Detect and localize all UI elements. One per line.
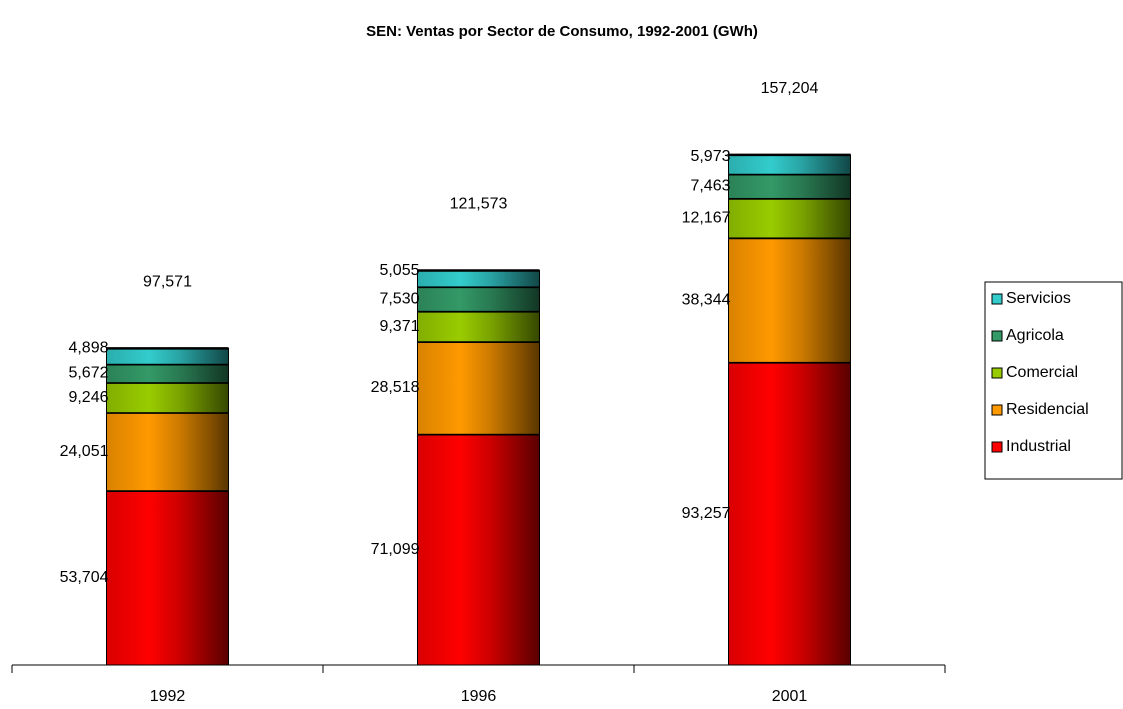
- bar-segment: [417, 269, 540, 288]
- x-tick-label: 2001: [772, 688, 808, 705]
- bar-segment: [728, 361, 851, 666]
- legend-label: Agricola: [1006, 327, 1064, 344]
- x-tick-label: 1996: [461, 688, 497, 705]
- data-label: 7,463: [690, 178, 730, 195]
- legend-swatch: [991, 293, 1003, 305]
- data-label: 38,344: [682, 291, 731, 308]
- bar-segment: [417, 310, 540, 343]
- bar-segment: [417, 433, 540, 666]
- data-label: 93,257: [682, 505, 731, 522]
- bar-segment: [106, 363, 229, 384]
- data-label: 5,055: [379, 262, 419, 279]
- data-label: 7,530: [379, 290, 419, 307]
- bar-segment: [106, 347, 229, 365]
- data-label: 28,518: [371, 379, 420, 396]
- legend-label: Comercial: [1006, 364, 1078, 381]
- data-label: 71,099: [371, 541, 420, 558]
- legend-label: Servicios: [1006, 290, 1071, 307]
- data-label: 24,051: [60, 443, 109, 460]
- bar-segment: [106, 382, 229, 414]
- legend-label: Industrial: [1006, 438, 1071, 455]
- data-label: 4,898: [68, 340, 108, 357]
- bar-segment: [106, 490, 229, 666]
- legend-label: Residencial: [1006, 401, 1089, 418]
- legend-swatch: [991, 367, 1003, 379]
- bar-segment: [728, 197, 851, 239]
- data-label: 5,973: [690, 148, 730, 165]
- legend-swatch: [991, 404, 1003, 416]
- data-label: 5,672: [68, 365, 108, 382]
- bar-segment: [728, 154, 851, 175]
- bar-segment: [417, 341, 540, 435]
- legend-box: [984, 281, 1123, 480]
- data-label: 9,246: [68, 389, 108, 406]
- bar-segment: [728, 237, 851, 363]
- data-label: 12,167: [682, 209, 731, 226]
- legend-swatch: [991, 441, 1003, 453]
- data-label: 53,704: [60, 569, 109, 586]
- x-tick-label: 1992: [150, 688, 186, 705]
- total-label: 121,573: [450, 196, 508, 213]
- chart-title: SEN: Ventas por Sector de Consumo, 1992-…: [366, 23, 758, 40]
- bar-segment: [417, 286, 540, 312]
- bar-segment: [728, 173, 851, 199]
- total-label: 97,571: [143, 274, 192, 291]
- legend-swatch: [991, 330, 1003, 342]
- bar-segment: [106, 412, 229, 492]
- total-label: 157,204: [761, 80, 819, 97]
- data-label: 9,371: [379, 318, 419, 335]
